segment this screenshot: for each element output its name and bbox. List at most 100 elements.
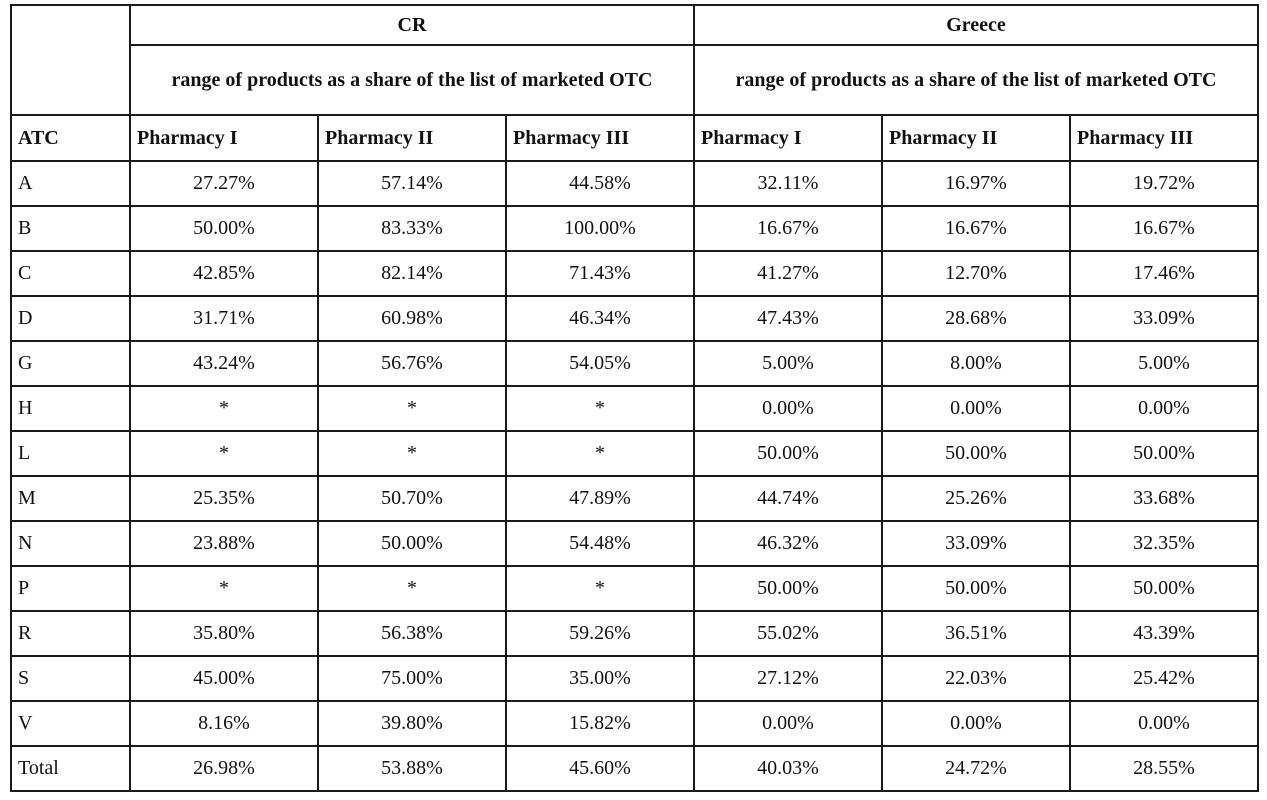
table-row: M 25.35% 50.70% 47.89% 44.74% 25.26% 33.68% [10,475,1259,522]
value-cell: 22.03% [881,655,1071,702]
value-cell: 0.00% [881,385,1071,432]
table-row: B 50.00% 83.33% 100.00% 16.67% 16.67% 16.67% [10,205,1259,252]
value-cell: 53.88% [317,745,507,792]
column-header-cr-pharmacy-1: Pharmacy I [129,114,319,162]
value-cell: * [505,430,695,477]
value-cell: 23.88% [129,520,319,567]
table-row: R 35.80% 56.38% 59.26% 55.02% 36.51% 43.39% [10,610,1259,657]
atc-code-cell: M [10,475,131,522]
value-cell: 25.35% [129,475,319,522]
value-cell: 46.34% [505,295,695,342]
value-cell: 32.35% [1069,520,1259,567]
value-cell: 16.97% [881,160,1071,207]
atc-code-cell: B [10,205,131,252]
value-cell: 44.74% [693,475,883,522]
table-row: L * * * 50.00% 50.00% 50.00% [10,430,1259,477]
column-header-greece-pharmacy-1: Pharmacy I [693,114,883,162]
value-cell: 47.89% [505,475,695,522]
table-body: A 27.27% 57.14% 44.58% 32.11% 16.97% 19.72% B 50… [10,160,1259,792]
atc-code-cell: P [10,565,131,612]
value-cell: 24.72% [881,745,1071,792]
value-cell: 0.00% [693,385,883,432]
otc-comparison-table: CR Greece range of products as a share o… [10,4,1259,792]
value-cell: 54.05% [505,340,695,387]
value-cell: 28.68% [881,295,1071,342]
value-cell: 8.16% [129,700,319,747]
value-cell: * [129,385,319,432]
value-cell: 33.09% [1069,295,1259,342]
value-cell: 71.43% [505,250,695,297]
value-cell: 0.00% [1069,700,1259,747]
value-cell: 0.00% [693,700,883,747]
value-cell: 45.00% [129,655,319,702]
value-cell: 32.11% [693,160,883,207]
atc-code-cell: C [10,250,131,297]
value-cell: 35.80% [129,610,319,657]
value-cell: 28.55% [1069,745,1259,792]
value-cell: 16.67% [1069,205,1259,252]
value-cell: 54.48% [505,520,695,567]
value-cell: 47.43% [693,295,883,342]
column-header-greece-pharmacy-2: Pharmacy II [881,114,1071,162]
atc-code-cell: R [10,610,131,657]
value-cell: 33.09% [881,520,1071,567]
value-cell: 19.72% [1069,160,1259,207]
atc-code-cell: A [10,160,131,207]
table-row: C 42.85% 82.14% 71.43% 41.27% 12.70% 17.46% [10,250,1259,297]
column-header-atc: ATC [10,114,131,162]
value-cell: 5.00% [693,340,883,387]
value-cell: 31.71% [129,295,319,342]
value-cell: 57.14% [317,160,507,207]
value-cell: * [317,385,507,432]
value-cell: 8.00% [881,340,1071,387]
value-cell: 50.00% [693,565,883,612]
value-cell: 0.00% [881,700,1071,747]
value-cell: 50.00% [1069,430,1259,477]
value-cell: 50.00% [693,430,883,477]
value-cell: 60.98% [317,295,507,342]
subheader-greece: range of products as a share of the list… [693,44,1259,116]
value-cell: 0.00% [1069,385,1259,432]
value-cell: 25.26% [881,475,1071,522]
value-cell: 56.38% [317,610,507,657]
value-cell: * [505,385,695,432]
atc-code-cell: N [10,520,131,567]
value-cell: 40.03% [693,745,883,792]
atc-code-cell: S [10,655,131,702]
value-cell: 45.60% [505,745,695,792]
value-cell: 50.00% [129,205,319,252]
column-header-cr-pharmacy-3: Pharmacy III [505,114,695,162]
value-cell: 39.80% [317,700,507,747]
table-row: G 43.24% 56.76% 54.05% 5.00% 8.00% 5.00% [10,340,1259,387]
atc-code-cell: V [10,700,131,747]
corner-cell [10,4,131,116]
table-row: S 45.00% 75.00% 35.00% 27.12% 22.03% 25.42% [10,655,1259,702]
atc-code-cell: G [10,340,131,387]
atc-code-cell: D [10,295,131,342]
value-cell: 16.67% [693,205,883,252]
value-cell: 75.00% [317,655,507,702]
value-cell: 25.42% [1069,655,1259,702]
value-cell: 26.98% [129,745,319,792]
value-cell: 50.00% [1069,565,1259,612]
value-cell: 59.26% [505,610,695,657]
table-row: H * * * 0.00% 0.00% 0.00% [10,385,1259,432]
table-row: P * * * 50.00% 50.00% 50.00% [10,565,1259,612]
value-cell: 55.02% [693,610,883,657]
value-cell: * [317,430,507,477]
value-cell: 56.76% [317,340,507,387]
atc-code-cell: L [10,430,131,477]
value-cell: 44.58% [505,160,695,207]
table-row: A 27.27% 57.14% 44.58% 32.11% 16.97% 19.72% [10,160,1259,207]
subheader-cr: range of products as a share of the list… [129,44,695,116]
table-row: V 8.16% 39.80% 15.82% 0.00% 0.00% 0.00% [10,700,1259,747]
value-cell: 12.70% [881,250,1071,297]
value-cell: 5.00% [1069,340,1259,387]
subheader-row: range of products as a share of the list… [11,44,1259,116]
column-header-row: ATC Pharmacy I Pharmacy II Pharmacy III … [10,114,1259,162]
value-cell: * [129,565,319,612]
atc-code-cell: H [10,385,131,432]
value-cell: 83.33% [317,205,507,252]
value-cell: 100.00% [505,205,695,252]
value-cell: 82.14% [317,250,507,297]
